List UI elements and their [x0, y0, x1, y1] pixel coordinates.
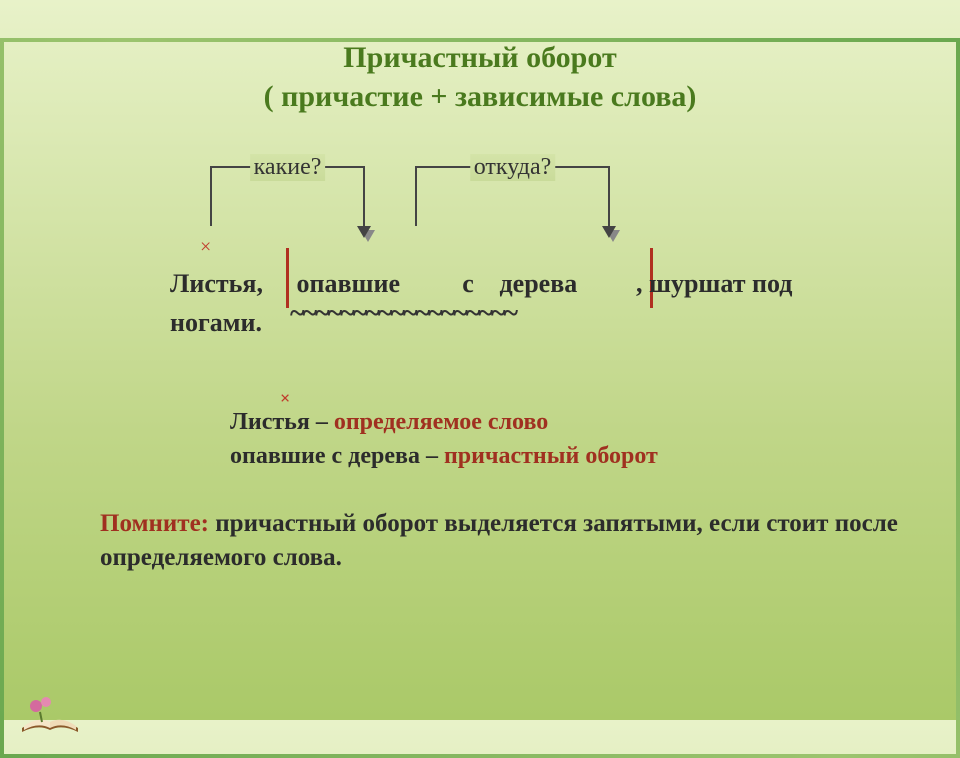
word-shurshat: , шуршат под — [636, 269, 792, 298]
cross-marker-expl: × — [280, 386, 290, 411]
title-line-2: ( причастие + зависимые слова) — [0, 77, 960, 116]
diagram: × какие? откуда? Листья, опавшие с дерев… — [170, 156, 810, 376]
rule-block: Помните: причастный оборот выделяется за… — [100, 507, 900, 575]
slide-frame — [0, 38, 960, 758]
cross-marker-main: × — [200, 236, 211, 259]
expl-2a: опавшие с дерева – — [230, 443, 444, 469]
bracket-otkuda: откуда? — [415, 166, 610, 226]
word-nogami: ногами. — [170, 308, 262, 337]
title-line-1: Причастный оборот — [0, 38, 960, 77]
bracket-label-kakie: какие? — [250, 154, 326, 181]
word-dereva: дерева — [500, 264, 630, 303]
wavy-underline: ~~~~~~~~~~~~~~~~~~ — [290, 298, 516, 330]
explanation-block: × Листья – определяемое слово опавшие с … — [230, 406, 860, 473]
expl-1b: определяемое слово — [334, 409, 548, 435]
expl-2b: причастный оборот — [444, 443, 658, 469]
explanation-line-1: Листья – определяемое слово — [230, 406, 860, 440]
expl-1a: Листья – — [230, 409, 334, 435]
slide-title: Причастный оборот ( причастие + зависимы… — [0, 38, 960, 116]
arrowhead-1 — [357, 226, 371, 238]
arrowhead-2 — [602, 226, 616, 238]
bracket-kakie: какие? — [210, 166, 365, 226]
book-icon — [18, 688, 82, 736]
explanation-line-2: опавшие с дерева – причастный оборот — [230, 440, 860, 474]
bracket-label-otkuda: откуда? — [470, 154, 556, 181]
rule-lead: Помните: — [100, 510, 215, 537]
word-listya: Листья, — [170, 264, 290, 303]
rule-text: причастный оборот выделяется запятыми, е… — [100, 510, 898, 571]
